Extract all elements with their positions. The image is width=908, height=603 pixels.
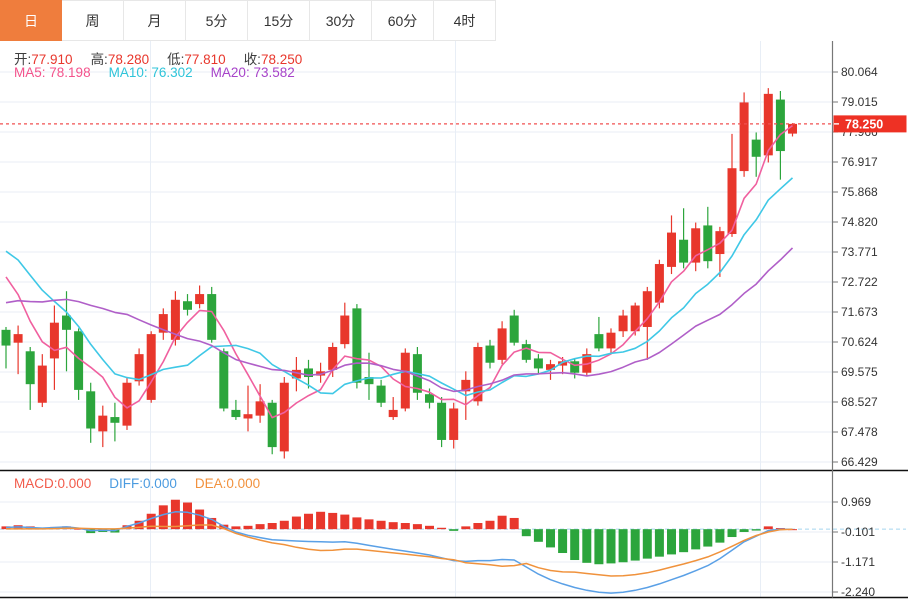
- ma-lines: [5, 124, 794, 419]
- svg-text:-2.240: -2.240: [841, 585, 875, 599]
- svg-text:70.624: 70.624: [841, 335, 878, 349]
- svg-text:69.575: 69.575: [841, 365, 878, 379]
- svg-text:0.969: 0.969: [841, 495, 871, 509]
- tab-60min[interactable]: 60分: [372, 0, 434, 41]
- svg-text:72.722: 72.722: [841, 275, 878, 289]
- svg-text:73.771: 73.771: [841, 245, 878, 259]
- svg-text:74.820: 74.820: [841, 215, 878, 229]
- svg-text:67.478: 67.478: [841, 425, 878, 439]
- svg-text:66.429: 66.429: [841, 455, 878, 469]
- svg-text:79.015: 79.015: [841, 95, 878, 109]
- macd-layer: [1, 499, 797, 594]
- tab-15min[interactable]: 15分: [248, 0, 310, 41]
- tab-month[interactable]: 月: [124, 0, 186, 41]
- svg-text:71.673: 71.673: [841, 305, 878, 319]
- tab-4hour[interactable]: 4时: [434, 0, 496, 41]
- tab-5min[interactable]: 5分: [186, 0, 248, 41]
- tab-30min[interactable]: 30分: [310, 0, 372, 41]
- tab-week[interactable]: 周: [62, 0, 124, 41]
- svg-text:75.868: 75.868: [841, 185, 878, 199]
- tab-day[interactable]: 日: [0, 0, 62, 41]
- svg-text:76.917: 76.917: [841, 155, 878, 169]
- svg-text:-0.101: -0.101: [841, 525, 875, 539]
- svg-text:80.064: 80.064: [841, 65, 878, 79]
- svg-text:-1.171: -1.171: [841, 555, 875, 569]
- svg-text:78.250: 78.250: [845, 117, 883, 131]
- svg-text:68.527: 68.527: [841, 395, 878, 409]
- period-tabbar: 日 周 月 5分 15分 30分 60分 4时: [0, 0, 496, 41]
- last-price-tag: 78.250: [0, 115, 907, 133]
